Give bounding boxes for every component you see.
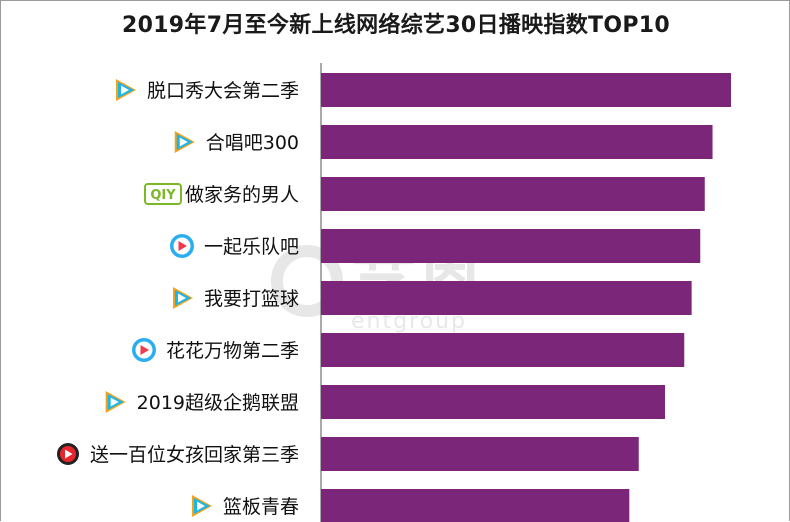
- bar-3: [321, 177, 705, 211]
- iqiyi-icon-text: QIY: [150, 188, 176, 203]
- bar-7: [321, 385, 665, 419]
- category-label-8: 送一百位女孩回家第三季: [90, 444, 299, 466]
- tencent-icon-play: [196, 501, 205, 511]
- bar-9: [321, 489, 630, 522]
- bar-4: [321, 229, 701, 263]
- bar-5: [321, 281, 692, 315]
- tencent-video-icon: [103, 391, 126, 413]
- bar-8: [321, 437, 639, 471]
- tencent-video-icon: [189, 495, 212, 517]
- tencent-video-icon: [113, 79, 136, 101]
- youku-icon: [169, 234, 194, 258]
- tencent-icon-play: [177, 293, 186, 303]
- category-label-5: 我要打篮球: [204, 288, 299, 310]
- bar-6: [321, 333, 685, 367]
- category-label-6: 花花万物第二季: [166, 340, 299, 362]
- category-label-3: 做家务的男人: [185, 184, 299, 206]
- youku-icon: [131, 338, 156, 362]
- category-label-2: 合唱吧300: [206, 132, 299, 154]
- chart-title: 2019年7月至今新上线网络综艺30日播映指数TOP10: [121, 13, 670, 38]
- category-label-4: 一起乐队吧: [204, 236, 299, 258]
- youku-icon-play: [178, 241, 187, 251]
- tencent-icon-play: [110, 397, 119, 407]
- youku-icon-play: [140, 345, 149, 355]
- tencent-video-icon: [172, 131, 195, 153]
- category-label-1: 脱口秀大会第二季: [147, 80, 299, 102]
- tencent-icon-play: [120, 85, 129, 95]
- bar-1: [321, 73, 731, 107]
- tencent-icon-play: [179, 137, 188, 147]
- category-label-7: 2019超级企鹅联盟: [137, 392, 299, 414]
- tencent-video-icon: [170, 287, 193, 309]
- category-label-9: 篮板青春: [223, 496, 299, 518]
- iqiyi-icon-box: [143, 183, 182, 205]
- iqiyi-icon: QIY: [143, 183, 182, 205]
- bar-2: [321, 125, 713, 159]
- mgtv-icon: [56, 443, 79, 465]
- mgtv-icon-play: [64, 449, 73, 459]
